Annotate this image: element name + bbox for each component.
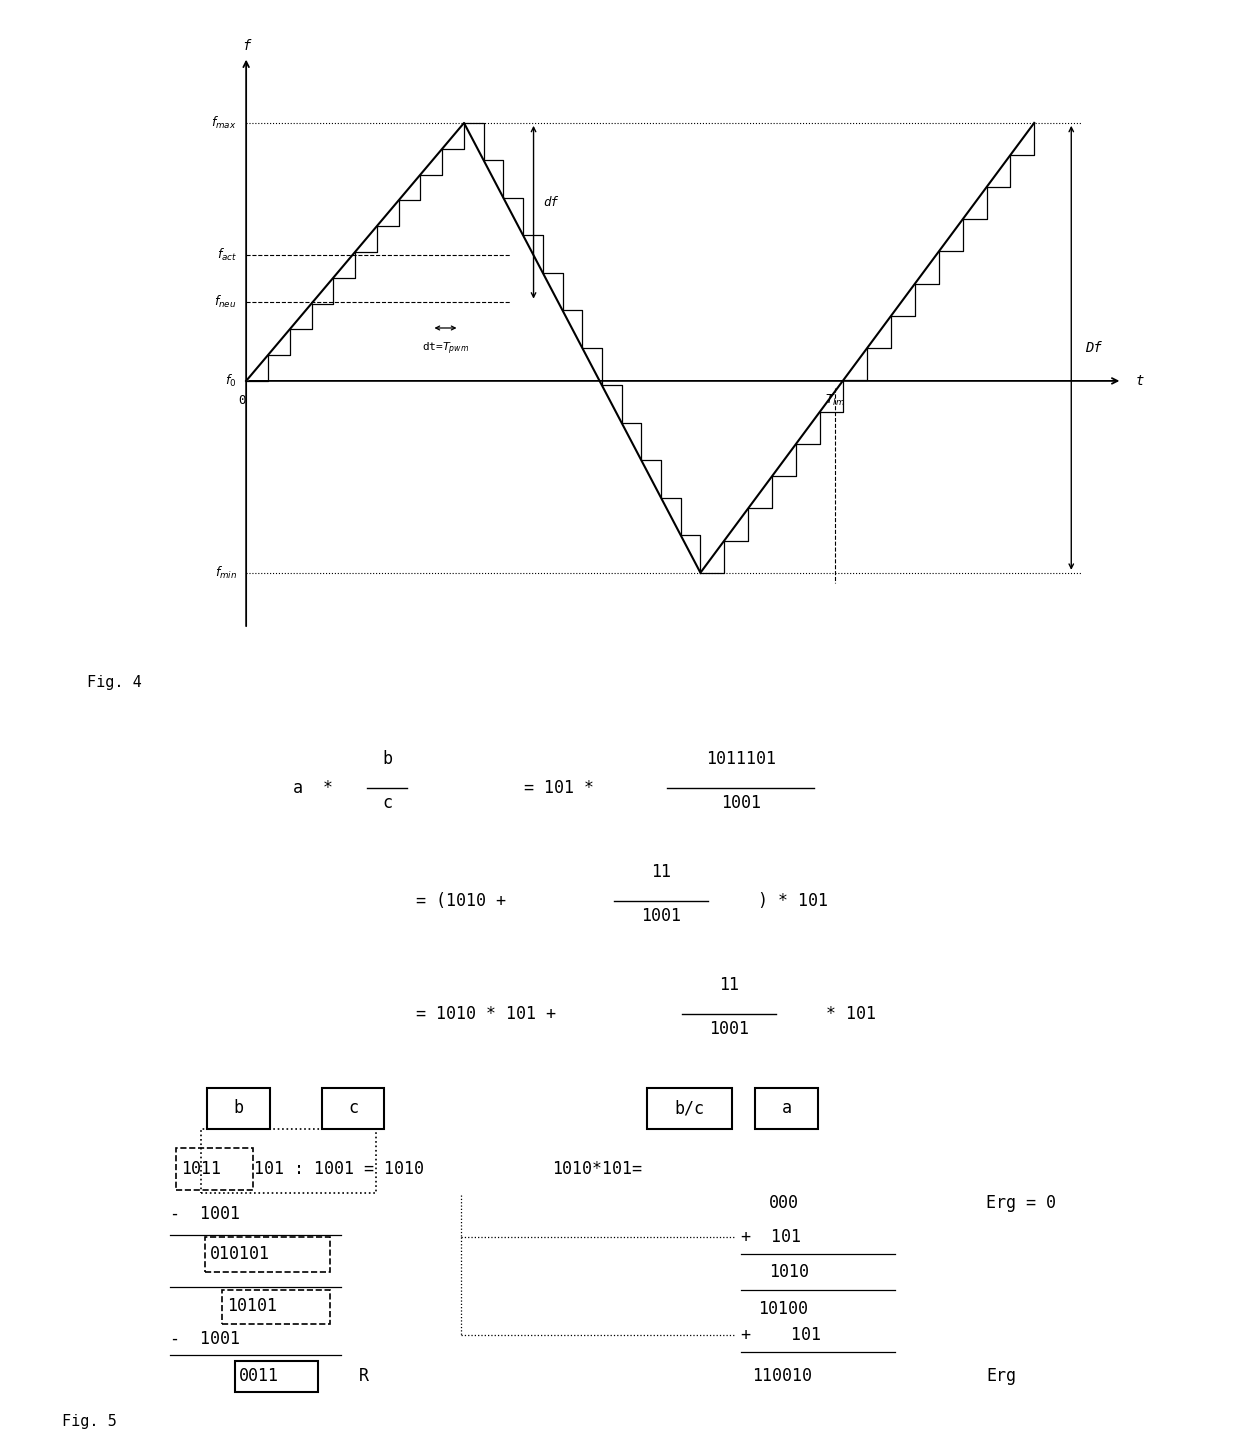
Text: 0: 0 (238, 393, 246, 407)
Bar (176, 1147, 253, 1191)
Text: $f_{neu}$: $f_{neu}$ (215, 293, 237, 309)
Bar (321, 1088, 384, 1130)
Text: $f_0$: $f_0$ (226, 373, 237, 389)
Text: dt=$T_{pwm}$: dt=$T_{pwm}$ (422, 341, 469, 357)
Text: $f_{max}$: $f_{max}$ (211, 115, 237, 131)
Text: c: c (382, 794, 392, 812)
Text: 010101: 010101 (211, 1246, 270, 1263)
Text: Erg = 0: Erg = 0 (986, 1194, 1056, 1212)
Text: = 1010 * 101 +: = 1010 * 101 + (415, 1005, 556, 1024)
Text: b: b (382, 749, 392, 768)
Text: df: df (543, 196, 558, 209)
Text: c: c (348, 1099, 358, 1118)
Text: 1001: 1001 (720, 794, 761, 812)
Text: $T_{lm}$: $T_{lm}$ (825, 393, 844, 408)
Text: 000: 000 (769, 1194, 800, 1212)
Bar (201, 1130, 376, 1194)
Text: $f_{act}$: $f_{act}$ (217, 247, 237, 263)
Text: 101 : 1001 = 1010: 101 : 1001 = 1010 (254, 1160, 424, 1178)
Text: * 101: * 101 (826, 1005, 877, 1024)
Text: ) * 101: ) * 101 (758, 892, 828, 910)
Text: R: R (358, 1368, 368, 1385)
Text: +  101: + 101 (740, 1228, 801, 1246)
Text: 1001: 1001 (709, 1021, 749, 1038)
Text: t: t (1136, 375, 1145, 388)
Text: 1011: 1011 (181, 1160, 221, 1178)
Text: Fig. 5: Fig. 5 (62, 1414, 117, 1429)
Text: -  1001: - 1001 (170, 1205, 241, 1223)
Text: b: b (234, 1099, 244, 1118)
Text: 110010: 110010 (753, 1368, 812, 1385)
Bar (222, 1289, 330, 1324)
Text: Erg: Erg (986, 1368, 1016, 1385)
Text: b/c: b/c (675, 1099, 704, 1118)
Text: +    101: + 101 (740, 1326, 821, 1345)
Text: Fig. 4: Fig. 4 (87, 675, 141, 690)
Bar (647, 1088, 733, 1130)
Text: -  1001: - 1001 (170, 1330, 241, 1347)
Text: 0011: 0011 (239, 1368, 279, 1385)
Text: 1010: 1010 (769, 1263, 810, 1281)
Text: = 101 *: = 101 * (525, 778, 594, 797)
Bar (234, 1361, 319, 1392)
Text: f: f (242, 39, 250, 54)
Text: a: a (781, 1099, 791, 1118)
Bar (205, 1237, 330, 1272)
Text: = (1010 +: = (1010 + (415, 892, 506, 910)
Text: 11: 11 (719, 976, 739, 995)
Text: 1010*101=: 1010*101= (553, 1160, 642, 1178)
Text: 1001: 1001 (641, 908, 681, 925)
Bar (207, 1088, 270, 1130)
Text: 1011101: 1011101 (706, 749, 776, 768)
Text: $f_{min}$: $f_{min}$ (215, 565, 237, 581)
Text: a  *: a * (293, 778, 334, 797)
Bar (755, 1088, 818, 1130)
Text: 10100: 10100 (758, 1300, 808, 1317)
Text: 10101: 10101 (227, 1297, 278, 1316)
Text: Df: Df (1085, 341, 1102, 354)
Text: 11: 11 (651, 862, 671, 881)
